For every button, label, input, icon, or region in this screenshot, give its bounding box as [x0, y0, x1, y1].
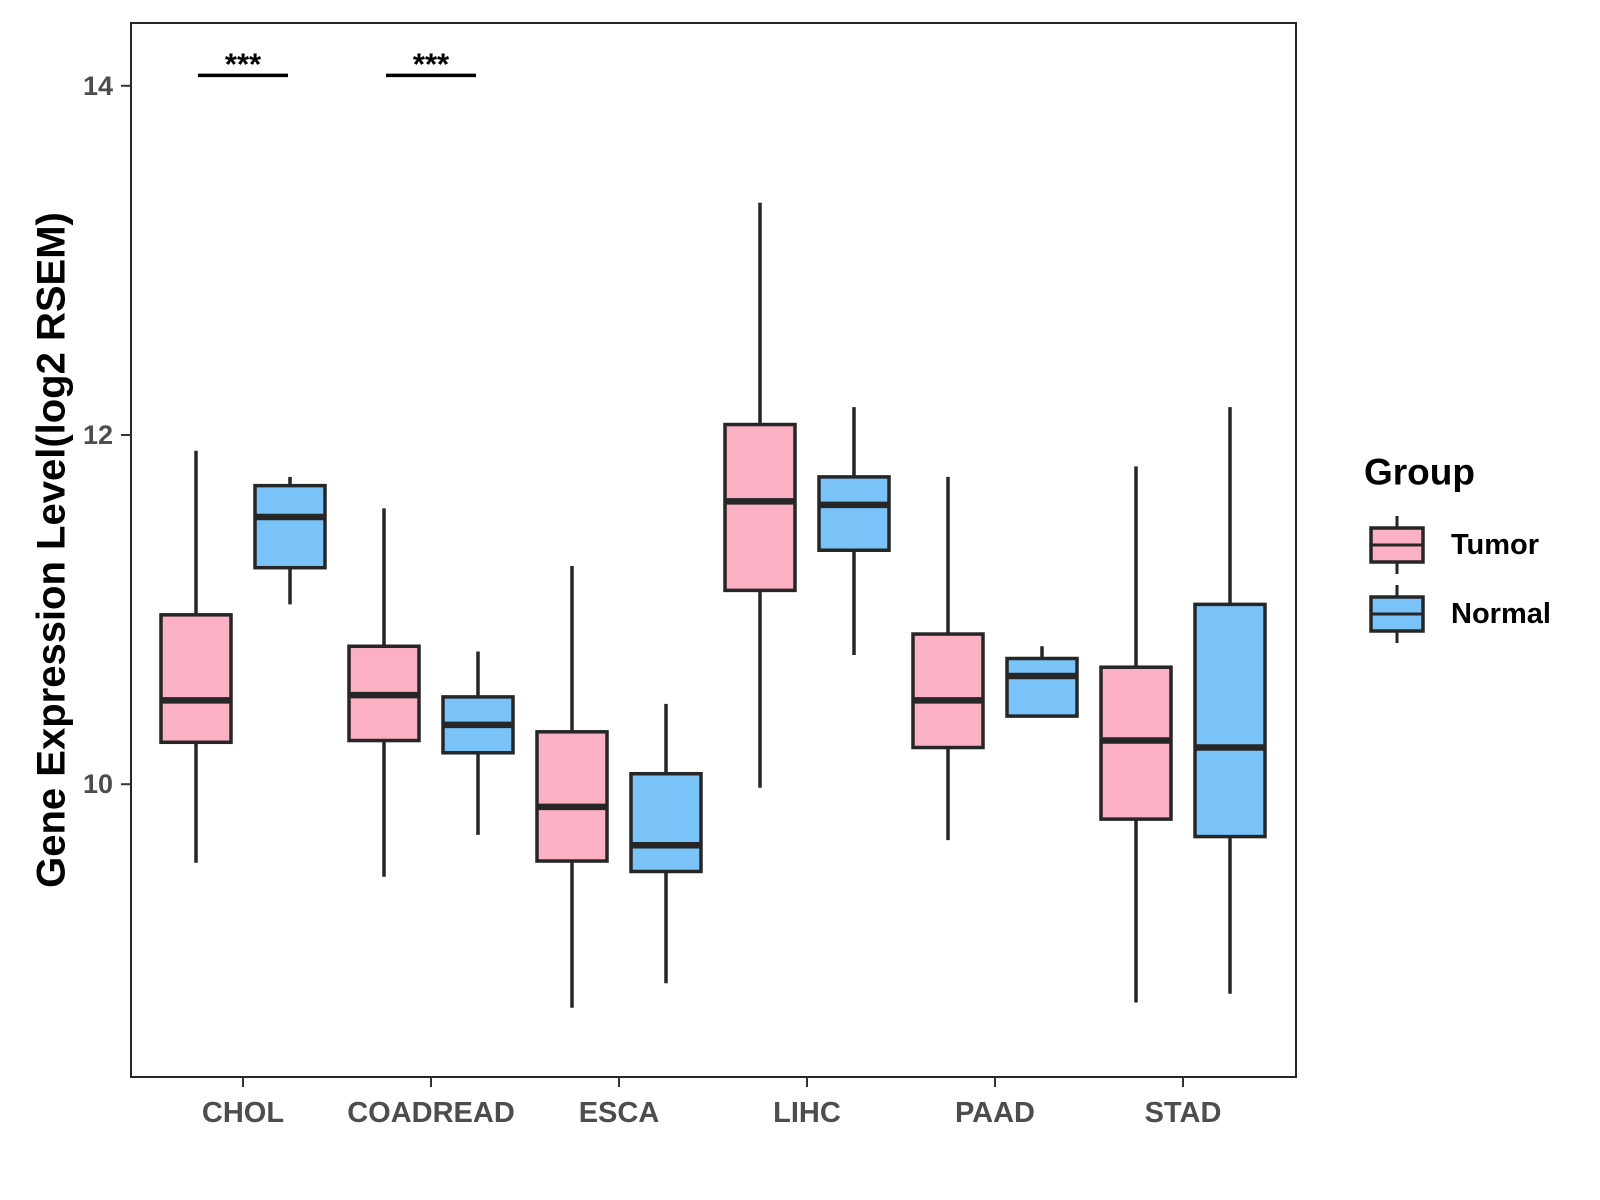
box-tumor-paad: [911, 476, 985, 841]
box-tumor-lihc: [723, 202, 797, 788]
box-normal-lihc: [817, 407, 891, 655]
x-tick-label: CHOL: [202, 1097, 284, 1129]
y-tick-label: 10: [83, 769, 113, 799]
significance-layer: *** ***: [198, 46, 476, 81]
box-normal-esca: [629, 703, 703, 984]
box-tumor-coadread: [347, 508, 421, 877]
box-iqr: [723, 422, 797, 593]
x-tick-label: LIHC: [773, 1097, 841, 1129]
box-normal-paad: [1005, 646, 1079, 718]
legend-key-tumor: [1369, 516, 1425, 574]
series-normal: [253, 407, 1267, 994]
box-iqr: [1005, 656, 1079, 718]
y-axis-title: Gene Expression Level(log2 RSEM): [30, 212, 74, 888]
series-tumor: [159, 202, 1173, 1008]
x-tick-label: ESCA: [579, 1097, 660, 1129]
box-tumor-esca: [535, 565, 609, 1008]
significance-label: ***: [413, 46, 450, 81]
box-iqr: [817, 475, 891, 552]
x-tick-label: COADREAD: [347, 1097, 515, 1129]
legend-key-normal: [1369, 585, 1425, 643]
box-iqr: [535, 730, 609, 863]
legend-label-tumor: Tumor: [1451, 529, 1539, 561]
box-series-layer: [159, 202, 1267, 1008]
y-axis: 10 12 14: [83, 71, 131, 799]
box-normal-stad: [1193, 407, 1267, 994]
legend: Group Tumor Normal: [1364, 452, 1551, 643]
box-normal-chol: [253, 476, 327, 605]
x-tick-label: PAAD: [955, 1097, 1035, 1129]
box-iqr: [629, 771, 703, 874]
box-tumor-stad: [1099, 466, 1173, 1003]
legend-title: Group: [1364, 452, 1475, 493]
box-iqr: [253, 483, 327, 570]
box-tumor-chol: [159, 450, 233, 863]
box-iqr: [1193, 602, 1267, 839]
significance-label: ***: [225, 46, 262, 81]
x-tick-label: STAD: [1145, 1097, 1222, 1129]
box-normal-coadread: [441, 651, 515, 835]
box-iqr: [159, 613, 233, 745]
x-axis: CHOL COADREAD ESCA LIHC PAAD STAD: [202, 1077, 1221, 1129]
y-tick-label: 14: [83, 71, 113, 101]
y-tick-label: 12: [83, 420, 113, 450]
legend-label-normal: Normal: [1451, 598, 1551, 630]
box-iqr: [911, 632, 985, 750]
